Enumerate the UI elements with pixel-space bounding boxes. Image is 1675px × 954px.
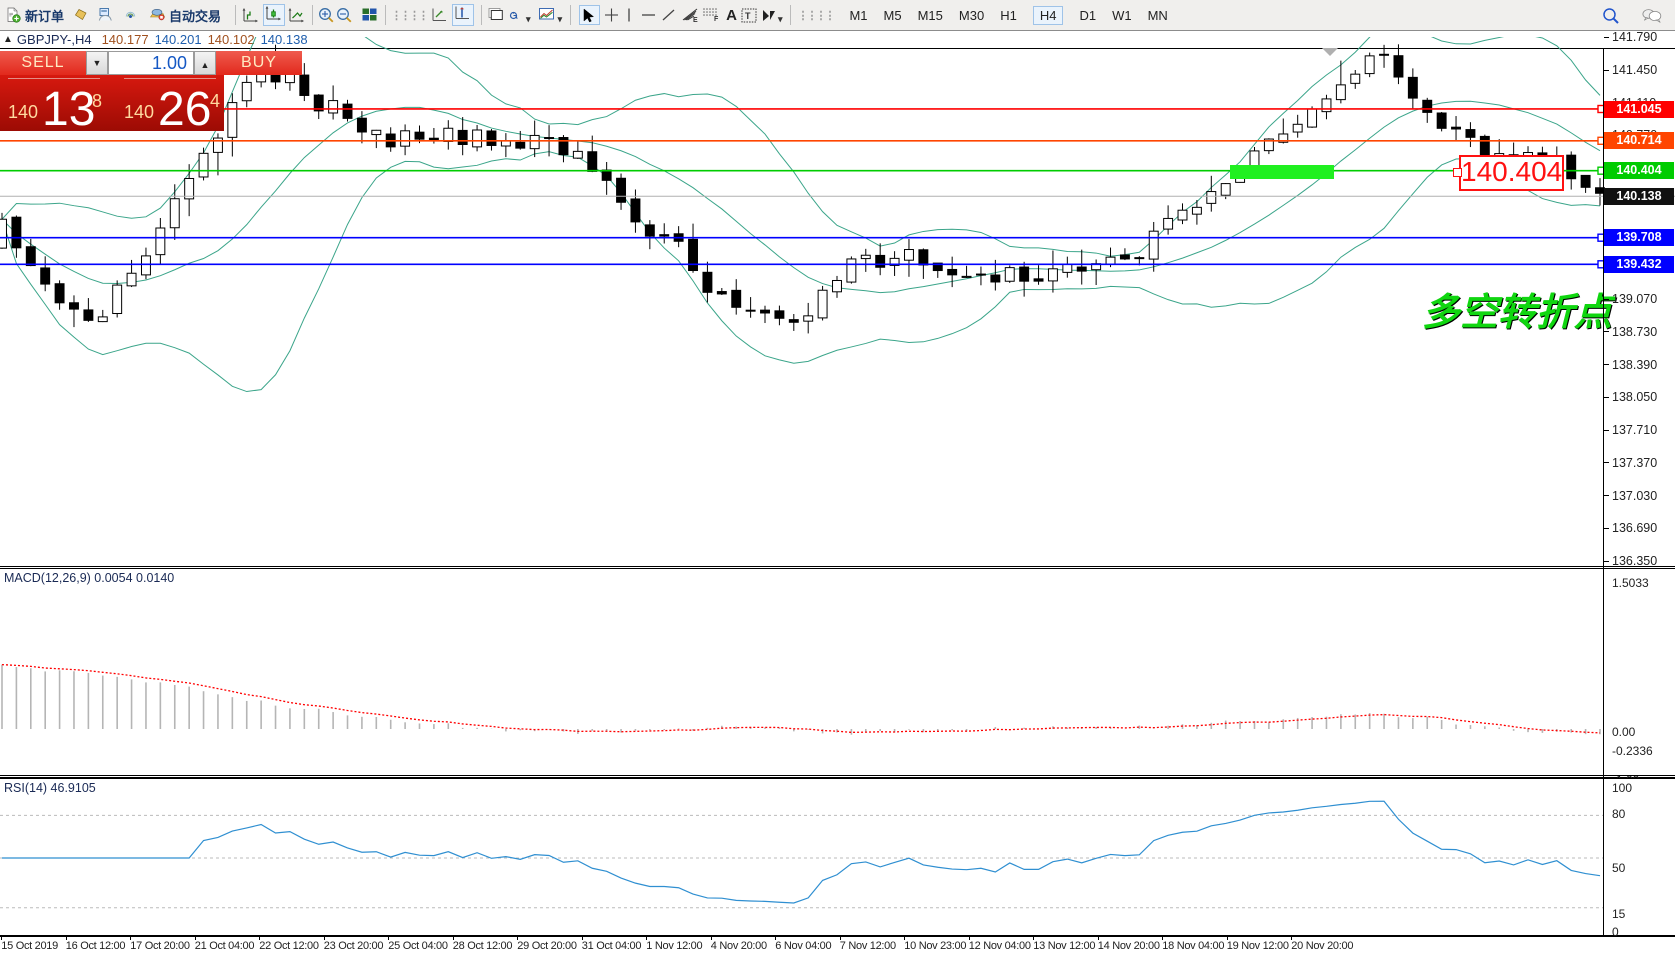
svg-text:T: T [745,11,751,21]
svg-text:F: F [714,16,719,22]
svg-text:E: E [693,17,698,23]
